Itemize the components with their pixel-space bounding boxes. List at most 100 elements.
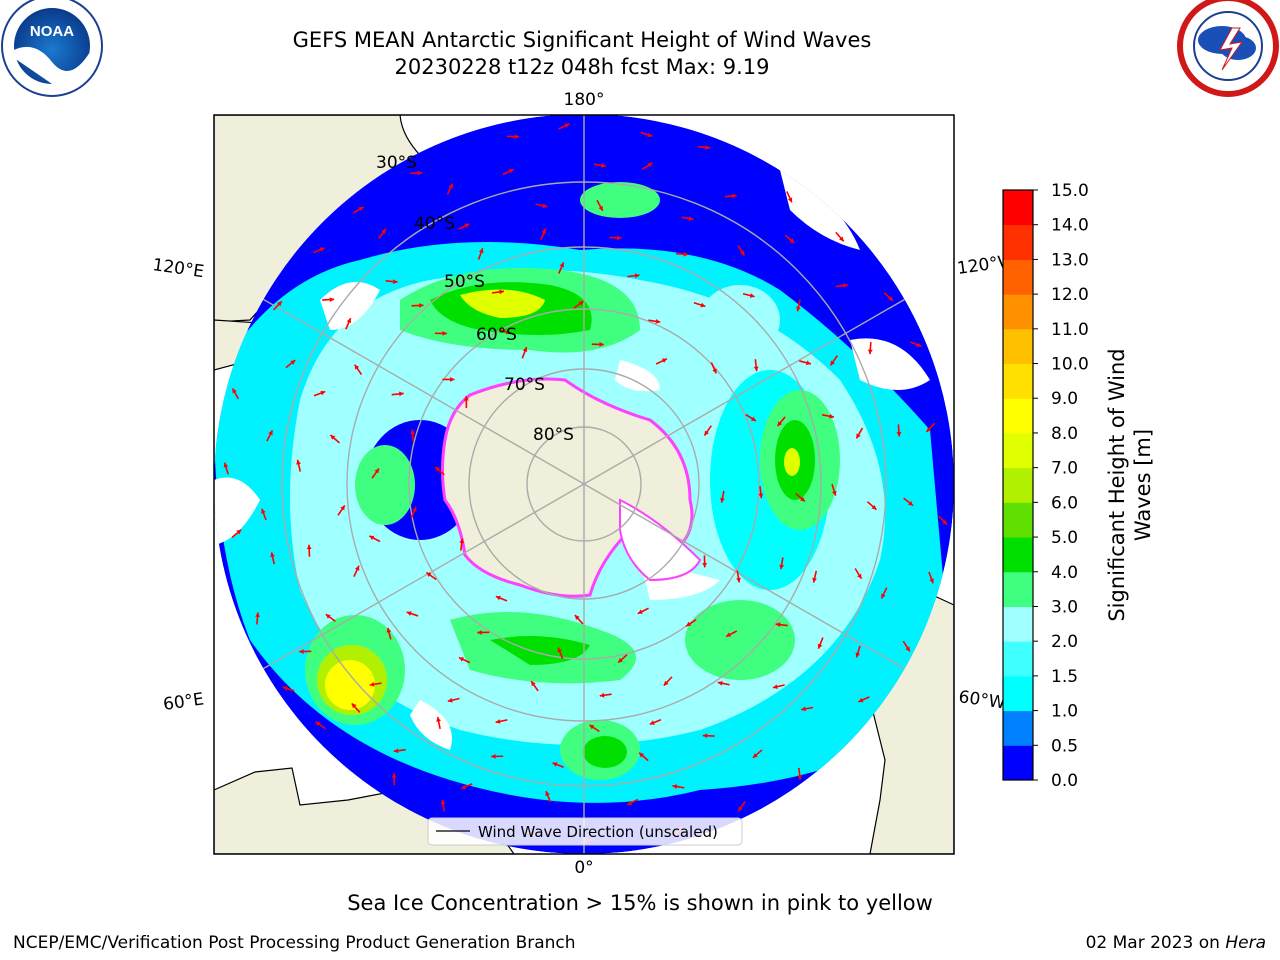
wind-arrow-head — [478, 248, 484, 254]
wind-arrow-head — [942, 519, 947, 525]
wind-arrow-head — [282, 686, 288, 691]
wind-arrow-head — [442, 330, 447, 336]
wind-arrow-head — [340, 505, 345, 511]
wind-arrow-head — [426, 572, 432, 578]
wind-arrow-head — [464, 223, 470, 228]
wind-arrow-head — [499, 289, 504, 295]
wind-arrow-head — [599, 692, 605, 698]
wind-arrow-head — [542, 203, 548, 209]
lat-label-40s: 40°S — [414, 214, 455, 234]
colorbar-label-line1: Significant Height of Wind — [1105, 348, 1129, 621]
wind-arrow-head — [637, 609, 643, 614]
wind-arrow-head — [888, 296, 894, 301]
wind-arrow-head — [564, 123, 570, 128]
wind-arrow-head — [753, 366, 759, 372]
wind-arrow-head — [720, 497, 725, 503]
lat-label-60s: 60°S — [476, 325, 517, 345]
wind-arrow-head — [574, 615, 580, 620]
colorbar-tick-label: 2.0 — [1051, 632, 1078, 652]
noaa-logo: NOAA — [1, 0, 103, 97]
colorbar-tick-label: 10.0 — [1051, 355, 1089, 375]
wind-arrow-head — [672, 784, 678, 789]
colorbar-bin — [1003, 571, 1033, 607]
wind-wave-arrows — [223, 123, 948, 843]
wind-arrow-head — [647, 162, 653, 168]
wind-arrow-head — [867, 349, 873, 355]
colorbar-tick-label: 0.5 — [1051, 736, 1078, 756]
wind-arrow-head — [627, 800, 633, 805]
wind-arrow-head — [447, 697, 453, 703]
wind-arrow-head — [495, 719, 501, 724]
wind-arrow-head — [522, 347, 528, 353]
wind-arrow-head — [856, 433, 861, 439]
wind-arrow-head — [717, 680, 723, 686]
wind-arrow-head — [871, 504, 877, 510]
lat-label-30s: 30°S — [376, 153, 417, 173]
wind-arrow-head — [354, 364, 360, 370]
colorbar: 0.0 0.5 1.0 1.5 2.0 3.0 4.0 5.0 6.0 7.0 8.0 9.0 10.0… — [1002, 181, 1089, 791]
colorbar-bin — [1003, 745, 1033, 781]
colorbar-tick-label: 15.0 — [1051, 181, 1089, 201]
wind-arrow-head — [329, 297, 335, 302]
nws-logo — [1177, 0, 1279, 97]
colorbar-bin — [1003, 675, 1033, 712]
wind-arrow-head — [290, 360, 296, 365]
wind-arrow-head — [399, 391, 404, 397]
map-panel: Wind Wave Direction (unscaled) — [213, 114, 955, 855]
colorbar-frame — [1002, 189, 1034, 781]
wind-arrow-head — [374, 468, 379, 474]
wind-arrow-head — [801, 706, 806, 712]
colorbar-label-line2: Waves [m] — [1131, 429, 1155, 541]
wind-arrow-head — [601, 163, 606, 168]
wind-arrow-head — [268, 430, 273, 436]
colorbar-tick-label: 13.0 — [1051, 250, 1089, 270]
colorbar-bin — [1003, 294, 1033, 330]
wind-arrow-head — [702, 562, 708, 568]
wind-arrow-head — [270, 552, 275, 558]
wind-arrow-head — [458, 657, 464, 662]
wind-arrow-head — [649, 720, 655, 725]
wind-arrow-head — [391, 773, 397, 778]
wind-arrow-head — [506, 329, 511, 335]
colorbar-bin — [1003, 363, 1033, 399]
colorbar-bin — [1003, 328, 1033, 365]
wind-arrow-head — [351, 703, 357, 709]
colorbar-tick-label: 4.0 — [1051, 563, 1078, 583]
graticule — [214, 115, 954, 854]
lon-label-60w: 60°W — [957, 687, 1006, 713]
wind-arrow-head — [789, 238, 795, 243]
colorbar-tick-label: 3.0 — [1051, 597, 1078, 617]
wind-arrow-head — [929, 578, 934, 584]
wind-arrow-head — [436, 717, 441, 722]
wind-arrow-head — [450, 377, 455, 382]
wind-arrow-head — [639, 752, 645, 758]
colorbar-tick-label: 5.0 — [1051, 528, 1078, 548]
colorbar-tick-label: 11.0 — [1051, 320, 1089, 340]
wind-arrow-head — [417, 170, 423, 176]
noaa-logo-text: NOAA — [30, 23, 74, 40]
colorbar-bin — [1003, 606, 1033, 642]
wind-arrow-head — [634, 273, 640, 279]
wind-arrow-head — [477, 630, 482, 635]
wind-arrow-head — [459, 538, 465, 544]
wind-arrow-head — [858, 697, 864, 703]
wind-arrow-head — [775, 622, 781, 628]
colorbar-bin — [1003, 502, 1033, 538]
wind-arrow-head — [772, 684, 778, 689]
wind-arrow-head — [578, 301, 584, 306]
wind-arrow-head — [552, 762, 558, 767]
colorbar-bin — [1003, 259, 1033, 295]
wind-arrow-head — [704, 430, 709, 436]
legend-label: Wind Wave Direction (unscaled) — [478, 823, 718, 841]
wind-arrow-head — [787, 197, 793, 203]
lat-label-50s: 50°S — [444, 272, 485, 292]
wind-arrow-head — [461, 784, 467, 790]
wind-arrow-head — [598, 205, 603, 211]
wind-arrow-head — [491, 754, 496, 759]
wind-arrow-head — [354, 565, 360, 571]
wind-arrow-head — [683, 251, 689, 257]
wind-arrow-head — [926, 427, 932, 432]
wind-arrow-head — [448, 183, 453, 189]
lat-label-80s: 80°S — [533, 425, 574, 445]
colorbar-tick-label: 1.0 — [1051, 702, 1078, 722]
